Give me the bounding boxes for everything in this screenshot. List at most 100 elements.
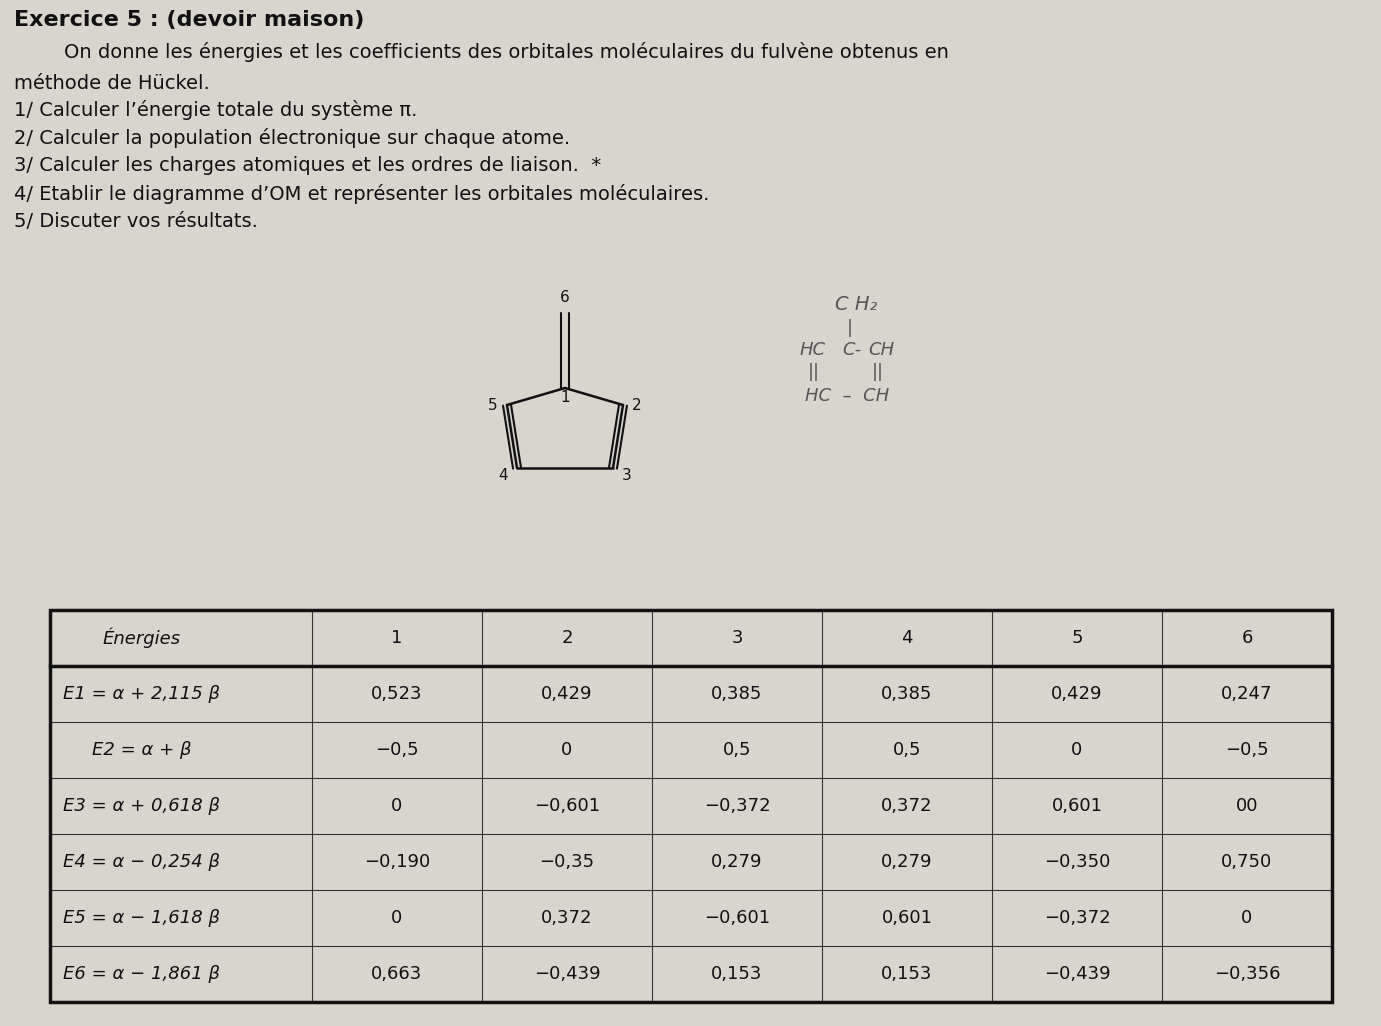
Bar [1161, 778, 1333, 834]
Bar [652, 778, 822, 834]
Text: 5/ Discuter vos résultats.: 5/ Discuter vos résultats. [14, 212, 258, 231]
Bar [822, 610, 992, 666]
Bar [992, 890, 1161, 946]
Text: −0,601: −0,601 [704, 909, 771, 928]
Bar [652, 834, 822, 890]
Text: 0,523: 0,523 [371, 685, 423, 703]
Text: −0,35: −0,35 [540, 853, 595, 871]
Text: E3 = α + 0,618 β: E3 = α + 0,618 β [64, 797, 220, 815]
Bar [50, 834, 312, 890]
Bar [822, 666, 992, 722]
Text: 00: 00 [1236, 797, 1258, 815]
Bar [1161, 834, 1333, 890]
Bar [50, 890, 312, 946]
Bar [50, 946, 312, 1002]
Bar [50, 666, 312, 722]
Text: −0,601: −0,601 [534, 797, 601, 815]
Text: 0: 0 [561, 741, 573, 759]
Text: Exercice 5 : (devoir maison): Exercice 5 : (devoir maison) [14, 10, 365, 30]
Text: −0,5: −0,5 [376, 741, 418, 759]
Text: 4/ Etablir le diagramme d’OM et représenter les orbitales moléculaires.: 4/ Etablir le diagramme d’OM et représen… [14, 184, 710, 204]
Bar [822, 834, 992, 890]
Text: 4: 4 [499, 469, 508, 483]
Text: E2 = α + β: E2 = α + β [93, 741, 192, 759]
Bar [482, 610, 652, 666]
Text: 1: 1 [561, 391, 570, 405]
Text: E4 = α − 0,254 β: E4 = α − 0,254 β [64, 853, 220, 871]
Text: 0,279: 0,279 [881, 853, 932, 871]
Text: 0,750: 0,750 [1221, 853, 1273, 871]
Text: 0,601: 0,601 [1051, 797, 1102, 815]
Text: 3: 3 [732, 629, 743, 647]
Bar [992, 610, 1161, 666]
Bar [652, 666, 822, 722]
Text: C H₂: C H₂ [836, 295, 877, 314]
Text: 0,429: 0,429 [541, 685, 592, 703]
Bar [50, 778, 312, 834]
Bar [482, 722, 652, 778]
Bar [312, 722, 482, 778]
Bar [312, 610, 482, 666]
Bar [312, 778, 482, 834]
Bar [1161, 722, 1333, 778]
Bar [992, 722, 1161, 778]
Bar [482, 666, 652, 722]
Text: ||: || [871, 363, 884, 381]
Text: −0,439: −0,439 [1044, 965, 1110, 983]
Bar [50, 722, 312, 778]
Bar [482, 778, 652, 834]
Text: 0,372: 0,372 [541, 909, 592, 928]
Text: HC: HC [800, 341, 826, 359]
Bar [652, 722, 822, 778]
Text: 1: 1 [391, 629, 403, 647]
Text: −0,439: −0,439 [533, 965, 601, 983]
Text: 0: 0 [1072, 741, 1083, 759]
Bar [312, 946, 482, 1002]
Text: Énergies: Énergies [102, 628, 181, 648]
Text: 6: 6 [1242, 629, 1253, 647]
Text: 0,663: 0,663 [371, 965, 423, 983]
Bar [482, 890, 652, 946]
Text: 3/ Calculer les charges atomiques et les ordres de liaison.  *: 3/ Calculer les charges atomiques et les… [14, 156, 601, 175]
Text: −0,5: −0,5 [1225, 741, 1269, 759]
Text: 0: 0 [1242, 909, 1253, 928]
Text: E5 = α − 1,618 β: E5 = α − 1,618 β [64, 909, 220, 928]
Bar [1161, 666, 1333, 722]
Text: 0: 0 [391, 797, 403, 815]
Text: 0,279: 0,279 [711, 853, 762, 871]
Text: −0,190: −0,190 [363, 853, 429, 871]
Bar [652, 610, 822, 666]
Text: 0: 0 [391, 909, 403, 928]
Bar [1161, 610, 1333, 666]
Text: 0,601: 0,601 [881, 909, 932, 928]
Bar [482, 834, 652, 890]
Text: 2/ Calculer la population électronique sur chaque atome.: 2/ Calculer la population électronique s… [14, 128, 570, 148]
Text: −0,350: −0,350 [1044, 853, 1110, 871]
Bar [822, 722, 992, 778]
Text: 0,153: 0,153 [711, 965, 762, 983]
Bar [652, 890, 822, 946]
Text: 0,429: 0,429 [1051, 685, 1103, 703]
Text: |: | [847, 319, 853, 337]
Text: E6 = α − 1,861 β: E6 = α − 1,861 β [64, 965, 220, 983]
Text: 0,372: 0,372 [881, 797, 932, 815]
Text: ||: || [808, 363, 820, 381]
Text: HC  –  CH: HC – CH [805, 387, 889, 405]
Text: 3: 3 [621, 469, 632, 483]
Text: 0,5: 0,5 [892, 741, 921, 759]
Bar [822, 946, 992, 1002]
Text: −0,372: −0,372 [704, 797, 771, 815]
Text: On donne les énergies et les coefficients des orbitales moléculaires du fulvène : On donne les énergies et les coefficient… [14, 42, 949, 62]
Bar [992, 666, 1161, 722]
Bar [312, 890, 482, 946]
Text: CH: CH [869, 341, 894, 359]
Bar [992, 834, 1161, 890]
Bar [312, 666, 482, 722]
Bar [50, 610, 1333, 1002]
Text: 5: 5 [489, 397, 497, 412]
Bar [992, 946, 1161, 1002]
Bar [652, 946, 822, 1002]
Bar [1161, 946, 1333, 1002]
Text: −0,372: −0,372 [1044, 909, 1110, 928]
Text: méthode de Hückel.: méthode de Hückel. [14, 74, 210, 93]
